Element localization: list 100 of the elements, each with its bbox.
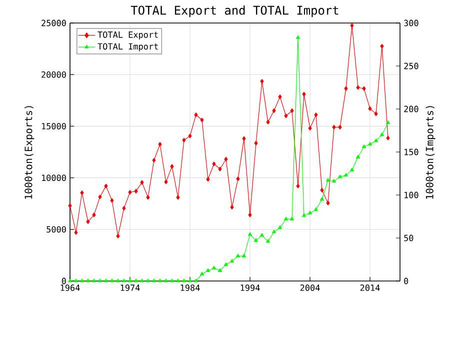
point: [326, 178, 330, 182]
x-tick-label: 1964: [60, 284, 80, 291]
point: [218, 268, 222, 272]
point: [332, 124, 336, 130]
point: [308, 210, 312, 214]
point: [74, 278, 78, 282]
point: [80, 190, 84, 196]
point: [242, 254, 246, 258]
y-tick-label: 25000: [42, 20, 66, 26]
point: [164, 278, 168, 282]
point: [386, 136, 390, 140]
point: [260, 79, 264, 84]
point: [230, 204, 234, 210]
point: [206, 177, 210, 182]
point: [344, 86, 348, 91]
point: [248, 232, 252, 236]
point: [278, 94, 282, 100]
y2-tick-label: 150: [404, 148, 418, 156]
point: [368, 106, 372, 111]
y-tick-label: 0: [62, 278, 66, 284]
point: [368, 142, 372, 146]
point: [302, 92, 306, 96]
point: [170, 164, 174, 169]
point: [194, 278, 198, 282]
point: [254, 238, 258, 242]
point: [284, 114, 288, 118]
point: [218, 166, 222, 172]
point: [224, 156, 228, 162]
point: [260, 233, 264, 237]
y-axis-title: 1000ton(Exports): [24, 106, 34, 199]
point: [104, 184, 108, 188]
point: [356, 85, 360, 90]
point: [224, 262, 228, 266]
point: [164, 180, 168, 184]
point: [374, 112, 378, 116]
point: [332, 178, 336, 183]
point: [92, 278, 96, 282]
point: [122, 206, 126, 211]
point: [182, 278, 186, 282]
point: [200, 272, 204, 276]
point: [236, 176, 240, 182]
point: [374, 138, 378, 142]
x-tick-label: 2004: [300, 284, 320, 291]
point: [272, 230, 276, 234]
point: [122, 278, 126, 282]
point: [86, 278, 90, 282]
point: [104, 278, 108, 282]
legend-label: TOTAL Export: [98, 31, 158, 40]
x-tick-label: 1974: [120, 284, 140, 291]
point: [344, 172, 348, 177]
point: [302, 213, 306, 217]
point: [242, 136, 246, 141]
x-tick-label: 1994: [240, 284, 260, 291]
point: [290, 108, 294, 114]
point: [98, 278, 102, 282]
point: [140, 180, 144, 185]
point: [338, 174, 342, 178]
point: [266, 120, 270, 124]
point: [212, 162, 216, 166]
point: [158, 142, 162, 147]
point: [314, 207, 318, 211]
point: [266, 239, 270, 243]
point: [308, 126, 312, 131]
point: [176, 278, 180, 282]
y-tick-label: 5000: [46, 226, 66, 233]
point: [284, 216, 288, 220]
point: [134, 188, 138, 194]
point: [386, 120, 390, 124]
y2-tick-label: 100: [404, 192, 418, 198]
point: [182, 138, 186, 142]
y-tick-label: 15000: [42, 123, 66, 130]
point: [320, 188, 324, 192]
point: [380, 44, 384, 49]
point: [290, 216, 294, 220]
point: [140, 278, 144, 282]
point: [326, 200, 330, 206]
point: [320, 197, 324, 201]
point: [134, 278, 138, 282]
point: [206, 268, 210, 272]
point: [128, 278, 132, 282]
point: [68, 278, 72, 282]
point: [86, 219, 90, 224]
y2-tick-label: 200: [404, 106, 418, 112]
point: [350, 168, 354, 172]
x-tick-label: 1984: [180, 284, 200, 291]
point: [380, 132, 384, 136]
legend-label: TOTAL Import: [98, 43, 158, 52]
point: [296, 184, 300, 188]
point: [98, 194, 102, 200]
point: [248, 212, 252, 218]
point: [146, 195, 150, 200]
point: [362, 86, 366, 91]
point: [296, 35, 300, 39]
point: [230, 258, 234, 263]
y-tick-label: 10000: [42, 174, 66, 182]
y2-tick-label: 250: [404, 62, 418, 70]
point: [188, 278, 192, 282]
y2-tick-label: 0: [404, 278, 408, 284]
point: [338, 124, 342, 130]
point: [74, 230, 78, 235]
